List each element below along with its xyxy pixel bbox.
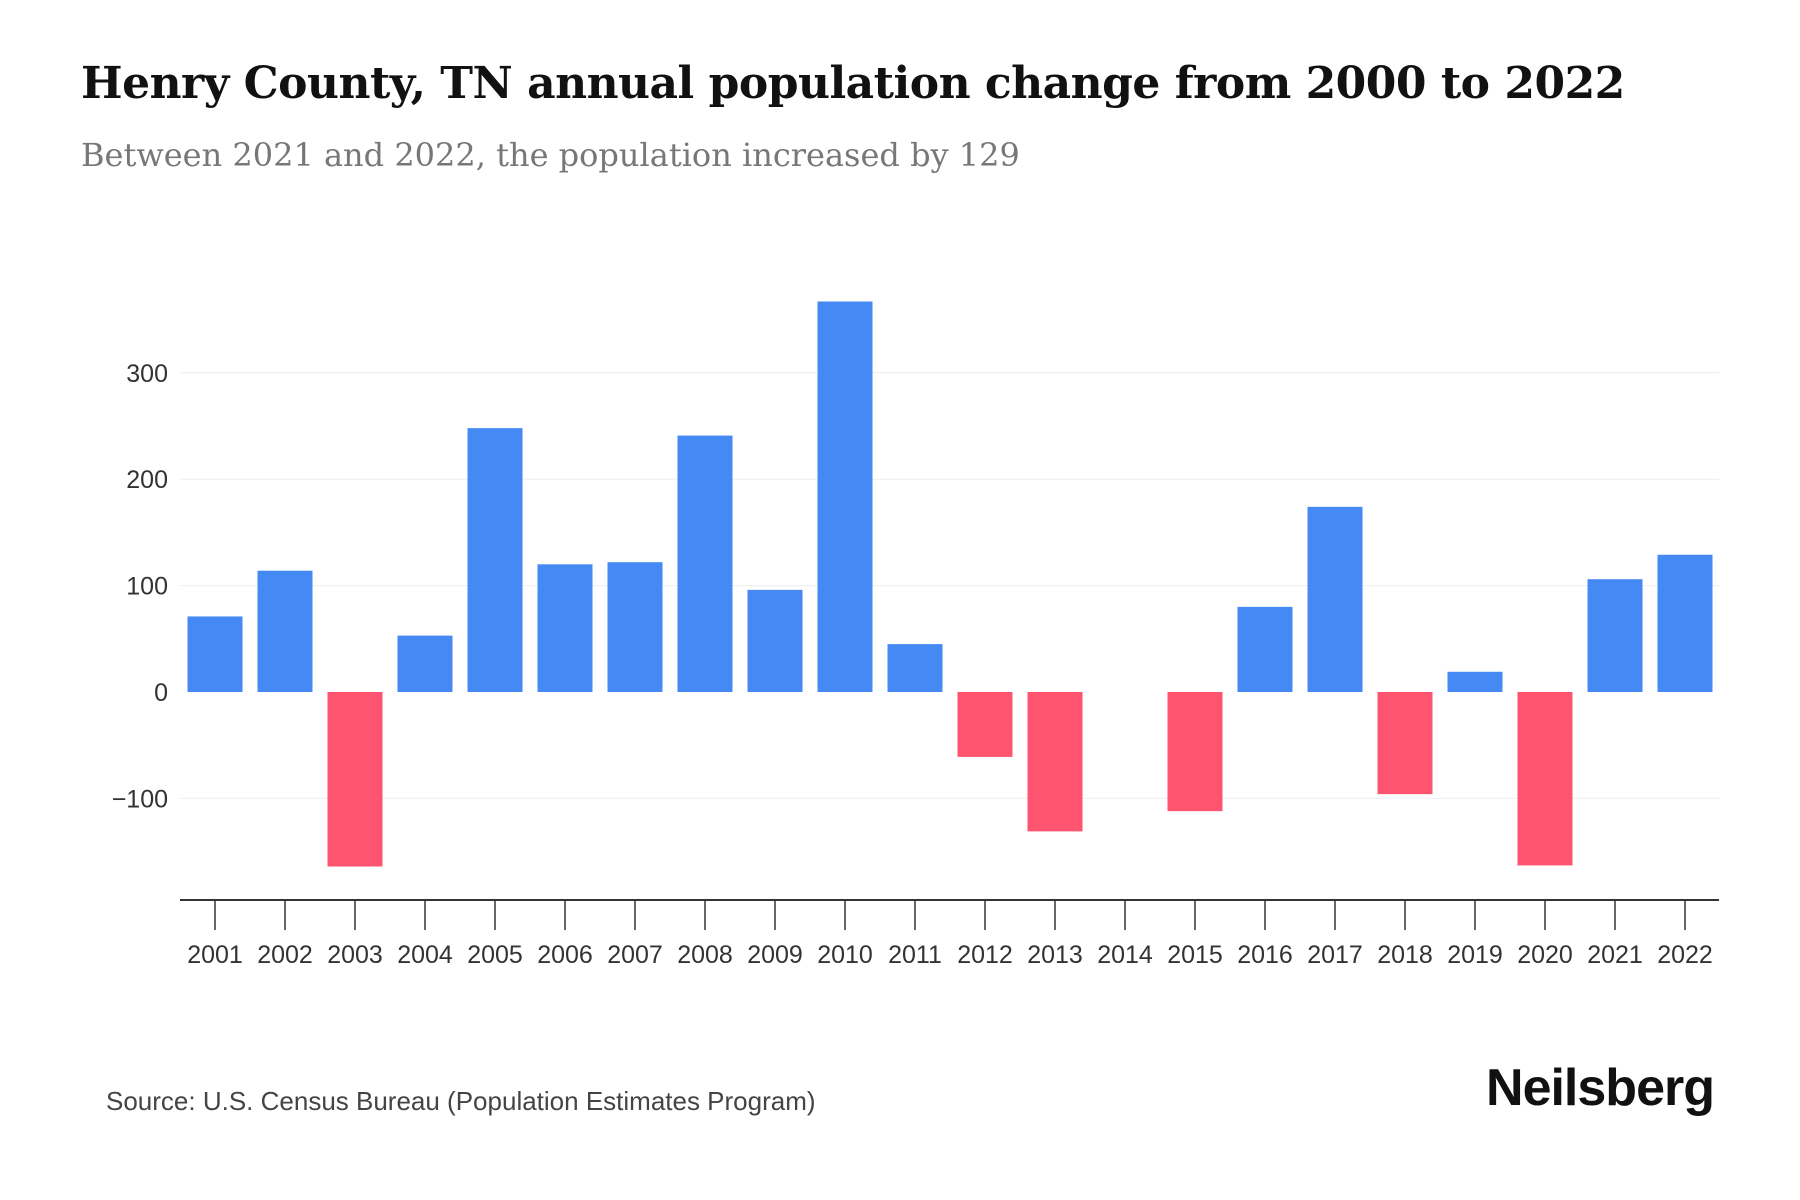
bar-2022 (1657, 554, 1713, 692)
bar-2016 (1237, 606, 1293, 692)
x-tick-label: 2019 (1447, 941, 1503, 969)
bar-2010 (817, 301, 873, 692)
x-tick-label: 2011 (888, 941, 942, 969)
x-tick-label: 2006 (537, 941, 593, 969)
x-tick-label: 2007 (607, 941, 663, 969)
bar-2018 (1377, 692, 1433, 795)
x-tick-label: 2022 (1657, 941, 1713, 969)
bar-2015 (1167, 692, 1223, 812)
x-tick-label: 2003 (327, 941, 383, 969)
y-tick-label: 200 (126, 466, 168, 494)
bar-2004 (397, 635, 453, 692)
bar-2002 (257, 570, 313, 692)
bar-2006 (537, 564, 593, 692)
x-tick-label: 2014 (1097, 941, 1153, 969)
x-tick-label: 2002 (257, 941, 313, 969)
chart-title: Henry County, TN annual population chang… (81, 58, 1625, 109)
x-tick-label: 2018 (1377, 941, 1433, 969)
bar-2008 (677, 435, 733, 692)
bar-2001 (187, 616, 243, 692)
x-tick-label: 2016 (1237, 941, 1293, 969)
bar-2021 (1587, 579, 1643, 692)
y-tick-label: 300 (126, 360, 168, 388)
bar-2012 (957, 692, 1013, 757)
bar-2005 (467, 428, 523, 692)
x-tick-label: 2004 (397, 941, 453, 969)
brand-logo: Neilsberg (1486, 1059, 1715, 1117)
bar-2003 (327, 692, 383, 867)
x-tick-label: 2008 (677, 941, 733, 969)
bar-2019 (1447, 671, 1503, 692)
bar-2011 (887, 644, 943, 692)
x-tick-label: 2001 (187, 941, 243, 969)
x-tick-label: 2013 (1027, 941, 1083, 969)
x-tick-label: 2010 (817, 941, 873, 969)
bar-2013 (1027, 692, 1083, 832)
x-tick-label: 2015 (1167, 941, 1223, 969)
y-tick-label: 0 (154, 679, 168, 707)
bar-2020 (1517, 692, 1573, 866)
y-tick-label: 100 (126, 573, 168, 601)
x-tick-label: 2012 (957, 941, 1013, 969)
source-note: Source: U.S. Census Bureau (Population E… (106, 1086, 816, 1116)
x-tick-label: 2020 (1517, 941, 1573, 969)
x-tick-label: 2005 (467, 941, 523, 969)
bar-2007 (607, 562, 663, 692)
y-tick-label: −100 (112, 785, 168, 813)
x-tick-label: 2021 (1587, 941, 1643, 969)
x-tick-label: 2017 (1307, 941, 1363, 969)
x-tick-label: 2009 (747, 941, 803, 969)
bar-2017 (1307, 506, 1363, 692)
chart-subtitle: Between 2021 and 2022, the population in… (81, 136, 1020, 174)
bar-2009 (747, 589, 803, 692)
